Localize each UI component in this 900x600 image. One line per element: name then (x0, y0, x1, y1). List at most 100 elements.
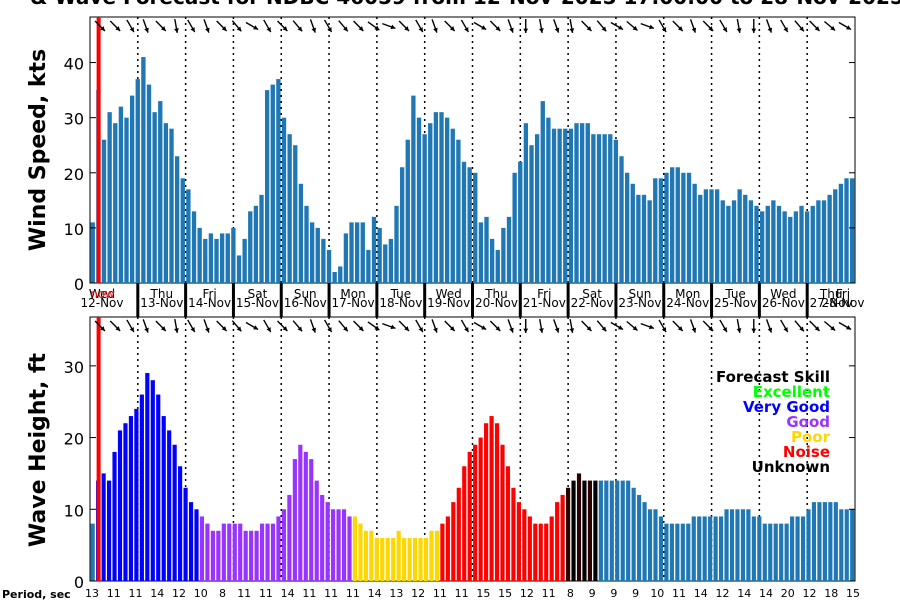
wind-direction-arrowhead (343, 326, 348, 332)
period-label: 14 (281, 587, 295, 600)
wind-bar (838, 183, 844, 283)
wind-bar (546, 117, 551, 284)
wind-bar (523, 123, 529, 283)
wave-bar (735, 509, 740, 581)
wind-bar (321, 238, 326, 283)
wind-bar (754, 205, 759, 283)
wind-bar (596, 134, 602, 283)
wind-direction-arrowhead (236, 326, 242, 332)
y-tick-label: 40 (64, 55, 84, 74)
wave-bar (380, 537, 385, 581)
weekday-label: Wed (89, 287, 115, 301)
wave-bar (407, 537, 412, 581)
wind-direction-arrowhead (722, 27, 727, 33)
wind-bar (191, 211, 197, 283)
wave-bar (145, 373, 150, 581)
wind-bar (208, 233, 214, 283)
period-label: 10 (194, 587, 208, 600)
weekday-label: Wed (436, 287, 462, 301)
wave-bar (571, 480, 576, 581)
wave-bar (806, 509, 811, 581)
period-label: 14 (150, 587, 164, 600)
wind-direction-arrowhead (358, 26, 364, 31)
wind-bar (512, 172, 517, 283)
wave-bar (478, 437, 483, 581)
weekday-label: Mon (340, 287, 365, 301)
wind-bar (793, 211, 799, 283)
wave-bar (615, 480, 620, 581)
wind-bar (141, 57, 146, 283)
wind-bar (332, 271, 337, 283)
day-separator (423, 283, 427, 317)
wind-bar (450, 128, 455, 283)
wind-direction-arrowhead (554, 27, 560, 33)
wind-speed-axis-label: Wind Speed, kts (26, 49, 51, 251)
wind-direction-arrowhead (282, 326, 288, 331)
period-label: 15 (846, 587, 860, 600)
wave-bar (210, 530, 215, 581)
wave-bar (259, 523, 265, 581)
period-label: 11 (433, 587, 447, 600)
wind-direction-arrowhead (751, 28, 757, 33)
wind-bar (338, 266, 343, 283)
wave-bar (369, 530, 374, 581)
wave-bar (352, 516, 358, 581)
wind-direction-arrowhead (358, 326, 364, 331)
wind-direction-arrowhead (481, 25, 487, 30)
wave-bar (489, 416, 494, 581)
wind-direction-arrowhead (569, 28, 575, 33)
period-label: 14 (694, 587, 708, 600)
wave-bar (434, 530, 440, 581)
wave-bar (664, 523, 669, 581)
wave-bar (844, 509, 849, 581)
wind-direction-arrowhead (601, 26, 607, 32)
wave-bar (194, 509, 199, 581)
wind-bar (360, 222, 365, 283)
date-label: 16-Nov (284, 296, 327, 310)
wind-direction-arrowhead (632, 325, 638, 331)
wind-direction-arrowhead (523, 28, 529, 33)
wave-bar (467, 451, 472, 581)
wind-bar (737, 189, 742, 283)
wave-bar (462, 466, 467, 581)
weekday-label: Thu (150, 287, 174, 301)
wind-bar (135, 79, 140, 283)
wave-bar (183, 487, 188, 581)
wave-bar (112, 451, 117, 581)
now-label: now (90, 287, 115, 301)
wind-bar (180, 178, 185, 283)
wind-direction-arrowhead (495, 26, 501, 31)
period-label: 20 (781, 587, 795, 600)
wave-bar (800, 516, 806, 581)
wave-bar (150, 380, 155, 581)
wind-bar (248, 211, 253, 283)
wave-bar (363, 530, 368, 581)
wind-bar (422, 134, 427, 283)
period-label: 13 (85, 587, 99, 600)
wave-bar (292, 459, 297, 581)
wind-direction-arrowhead (751, 328, 757, 333)
wind-bar (158, 101, 163, 283)
wave-bar (587, 480, 593, 581)
wind-bar (568, 128, 574, 283)
y-tick-label: 0 (74, 275, 84, 294)
wind-direction-arrowhead (115, 326, 121, 331)
wind-bar (298, 183, 304, 283)
wind-direction-arrowhead (205, 27, 210, 33)
wind-bar (186, 189, 191, 283)
weekday-label: Sat (248, 287, 268, 301)
wind-bar (326, 249, 332, 283)
wind-bar (354, 222, 360, 283)
wave-height-axis-label: Wave Height, ft (26, 352, 51, 547)
wave-bar (106, 480, 112, 581)
date-label: 23-Nov (618, 296, 661, 310)
period-label: 12 (803, 587, 817, 600)
wind-direction-arrowhead (327, 27, 332, 33)
wind-bar (281, 117, 287, 284)
wind-bar (416, 117, 422, 284)
wave-bar (817, 502, 822, 581)
wind-bar (804, 211, 810, 283)
wind-bar (242, 238, 247, 283)
period-label: 11 (259, 587, 273, 600)
day-separator (805, 283, 809, 317)
